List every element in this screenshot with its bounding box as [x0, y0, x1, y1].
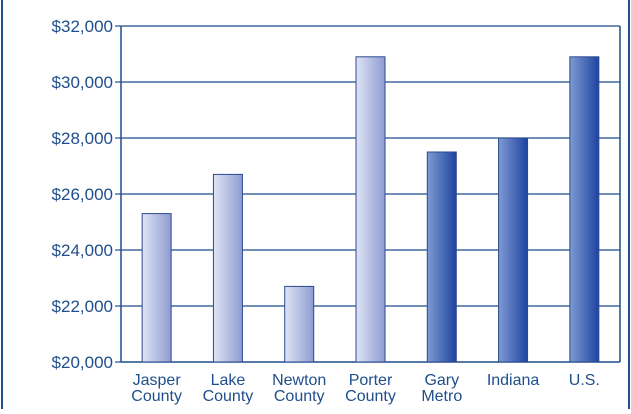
bar	[141, 213, 172, 363]
bar	[498, 137, 529, 363]
bar	[355, 56, 386, 363]
x-tick-label: Indiana	[487, 372, 540, 389]
x-tick-label: Porter County	[345, 372, 396, 405]
bar	[569, 56, 600, 363]
y-tick-label: $26,000	[52, 185, 113, 204]
bar	[426, 151, 457, 363]
bar	[212, 173, 243, 363]
y-tick-label: $22,000	[52, 297, 113, 316]
x-tick-label: Gary Metro	[421, 372, 462, 405]
y-tick-label: $24,000	[52, 241, 113, 260]
bar	[284, 285, 315, 363]
y-tick-label: $20,000	[52, 353, 113, 372]
y-tick-label: $32,000	[52, 17, 113, 36]
x-tick-label: Jasper County	[131, 372, 182, 405]
x-tick-label: Newton County	[272, 372, 326, 405]
x-tick-label: Lake County	[203, 372, 254, 405]
x-tick-label: U.S.	[569, 372, 600, 389]
y-tick-label: $30,000	[52, 73, 113, 92]
y-tick-label: $28,000	[52, 129, 113, 148]
